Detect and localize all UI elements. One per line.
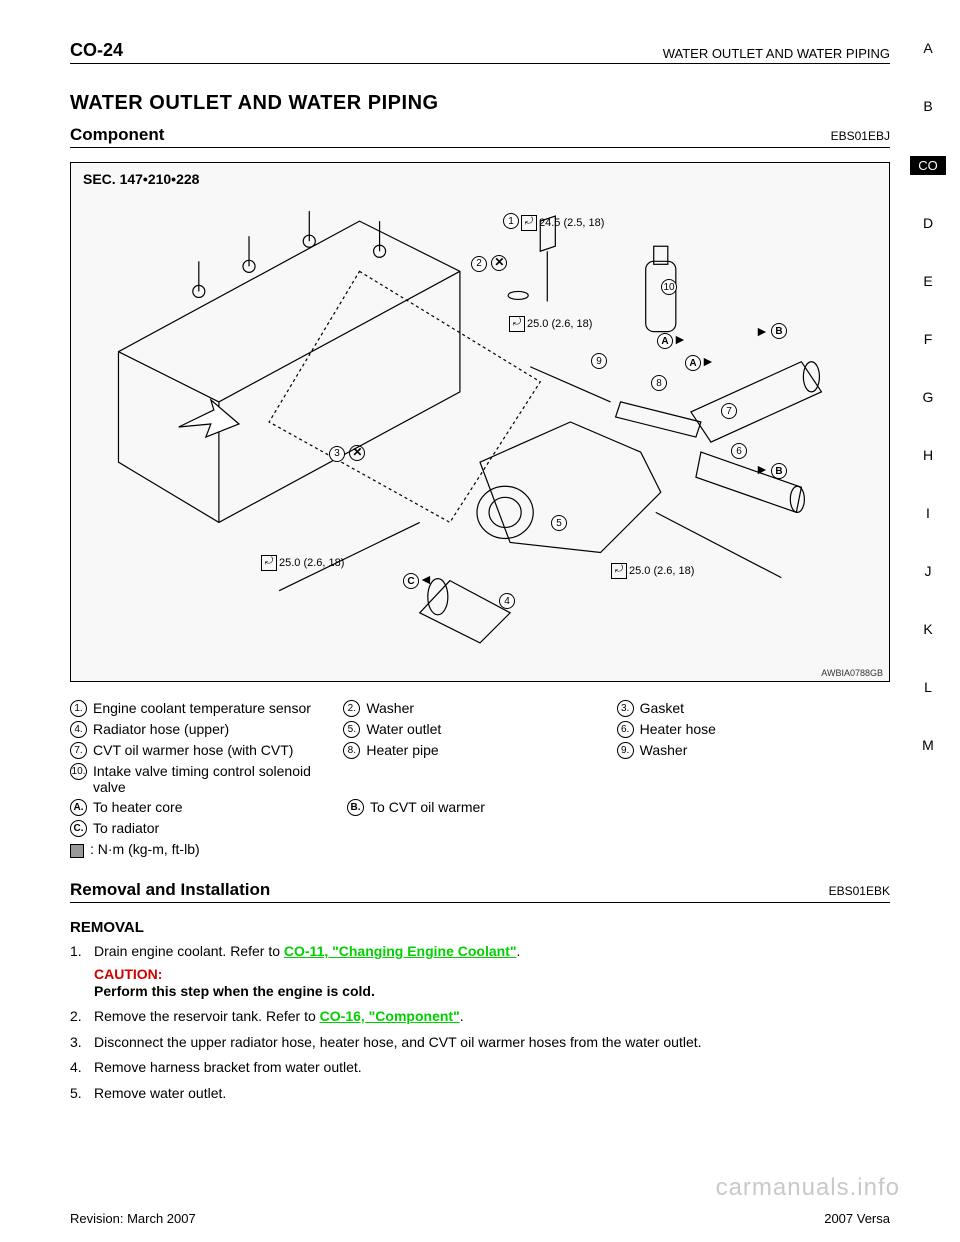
step-4: 4. Remove harness bracket from water out… [70, 1058, 890, 1078]
marker-a2: A [685, 355, 701, 371]
callout-10: Intake valve timing control solenoid val… [93, 763, 343, 795]
watermark: carmanuals.info [716, 1174, 900, 1202]
torque-legend-icon [70, 844, 84, 858]
arrow-icon: ► [673, 331, 687, 347]
caution-label: CAUTION: [94, 966, 890, 982]
step-5: 5. Remove water outlet. [70, 1084, 890, 1104]
marker-5: 5 [551, 515, 567, 531]
torque-spec-2: ⤾25.0 (2.6, 18) [509, 316, 592, 332]
step-2: 2. Remove the reservoir tank. Refer to C… [70, 1007, 890, 1027]
removal-sub: REMOVAL [70, 919, 890, 936]
callout-1: Engine coolant temperature sensor [93, 700, 311, 716]
manual-page: A B CO D E F G H I J K L M CO-24 WATER O… [0, 0, 960, 1242]
callout-4: Radiator hose (upper) [93, 721, 229, 737]
subtitle: Component [70, 125, 164, 145]
diagram-image-id: AWBIA0788GB [821, 668, 883, 678]
callout-6: Heater hose [640, 721, 716, 737]
step-3: 3. Disconnect the upper radiator hose, h… [70, 1033, 890, 1053]
callout-row: 10.Intake valve timing control solenoid … [70, 761, 890, 797]
callout-list: 1.Engine coolant temperature sensor 2.Wa… [70, 698, 890, 860]
index-e: E [923, 273, 932, 291]
section-title: WATER OUTLET AND WATER PIPING [70, 92, 890, 115]
index-i: I [926, 505, 930, 523]
marker-4: 4 [499, 593, 515, 609]
arrow-icon: ► [701, 353, 715, 369]
torque-icon: ⤾ [521, 215, 537, 231]
page-footer: Revision: March 2007 2007 Versa [0, 1211, 960, 1226]
callout-row: C.To radiator [70, 818, 890, 839]
side-index: A B CO D E F G H I J K L M [908, 40, 948, 755]
step-1: 1. Drain engine coolant. Refer to CO-11,… [70, 942, 890, 962]
callout-row: 7.CVT oil warmer hose (with CVT) 8.Heate… [70, 740, 890, 761]
callout-C: To radiator [93, 820, 159, 836]
callout-B: To CVT oil warmer [370, 799, 485, 815]
doc-id: EBS01EBJ [831, 129, 890, 143]
marker-a1: A [657, 333, 673, 349]
marker-6: 6 [731, 443, 747, 459]
callout-7: CVT oil warmer hose (with CVT) [93, 742, 293, 758]
callout-2: Washer [366, 700, 414, 716]
index-k: K [923, 621, 932, 639]
callout-row: 4.Radiator hose (upper) 5.Water outlet 6… [70, 719, 890, 740]
marker-7: 7 [721, 403, 737, 419]
callout-row: A.To heater core B.To CVT oil warmer [70, 797, 890, 818]
link-co11[interactable]: CO-11, "Changing Engine Coolant" [284, 943, 517, 959]
index-h: H [923, 447, 933, 465]
callout-3: Gasket [640, 700, 684, 716]
index-f: F [924, 331, 933, 349]
removal-title-row: Removal and Installation EBS01EBK [70, 880, 890, 903]
arrow-icon: ◄ [419, 571, 433, 587]
footer-right: 2007 Versa [824, 1211, 890, 1226]
marker-c: C [403, 573, 419, 589]
index-d: D [923, 215, 933, 233]
index-a: A [923, 40, 932, 58]
marker-3: 3 ✕ [329, 443, 365, 462]
page-number: CO-24 [70, 40, 123, 61]
removal-title: Removal and Installation [70, 880, 270, 900]
sec-caption: SEC. 147•210•228 [83, 171, 199, 187]
callout-row: : N·m (kg-m, ft-lb) [70, 839, 890, 860]
torque-spec-4: ⤾25.0 (2.6, 18) [611, 563, 694, 579]
callout-5: Water outlet [366, 721, 441, 737]
exploded-diagram: SEC. 147•210•228 [70, 162, 890, 682]
callout-A: To heater core [93, 799, 183, 815]
arrow-icon: ► [755, 461, 769, 477]
header-title: WATER OUTLET AND WATER PIPING [663, 46, 890, 61]
subtitle-row: Component EBS01EBJ [70, 125, 890, 148]
marker-b1: B [771, 323, 787, 339]
index-m: M [922, 737, 934, 755]
torque-icon: ⤾ [261, 555, 277, 571]
torque-spec-1: ⤾24.5 (2.5, 18) [521, 215, 604, 231]
marker-8: 8 [651, 375, 667, 391]
index-j: J [925, 563, 932, 581]
index-l: L [924, 679, 932, 697]
arrow-icon: ► [755, 323, 769, 339]
marker-b2: B [771, 463, 787, 479]
removal-doc-id: EBS01EBK [829, 884, 890, 898]
replace-icon: ✕ [349, 445, 365, 461]
page-header: CO-24 WATER OUTLET AND WATER PIPING [70, 40, 890, 64]
marker-9: 9 [591, 353, 607, 369]
caution-text: Perform this step when the engine is col… [94, 982, 890, 1002]
callout-row: 1.Engine coolant temperature sensor 2.Wa… [70, 698, 890, 719]
callout-9: Washer [640, 742, 688, 758]
replace-icon: ✕ [491, 255, 507, 271]
index-b: B [923, 98, 932, 116]
marker-1: 1 [503, 213, 519, 229]
index-co: CO [910, 156, 946, 175]
torque-legend: : N·m (kg-m, ft-lb) [90, 841, 200, 857]
callout-8: Heater pipe [366, 742, 438, 758]
link-co16[interactable]: CO-16, "Component" [320, 1008, 460, 1024]
marker-2: 2 ✕ [471, 253, 507, 272]
torque-spec-3: ⤾25.0 (2.6, 18) [261, 555, 344, 571]
torque-icon: ⤾ [509, 316, 525, 332]
marker-10: 10 [661, 279, 677, 295]
torque-icon: ⤾ [611, 563, 627, 579]
footer-left: Revision: March 2007 [70, 1211, 196, 1226]
index-g: G [923, 389, 934, 407]
